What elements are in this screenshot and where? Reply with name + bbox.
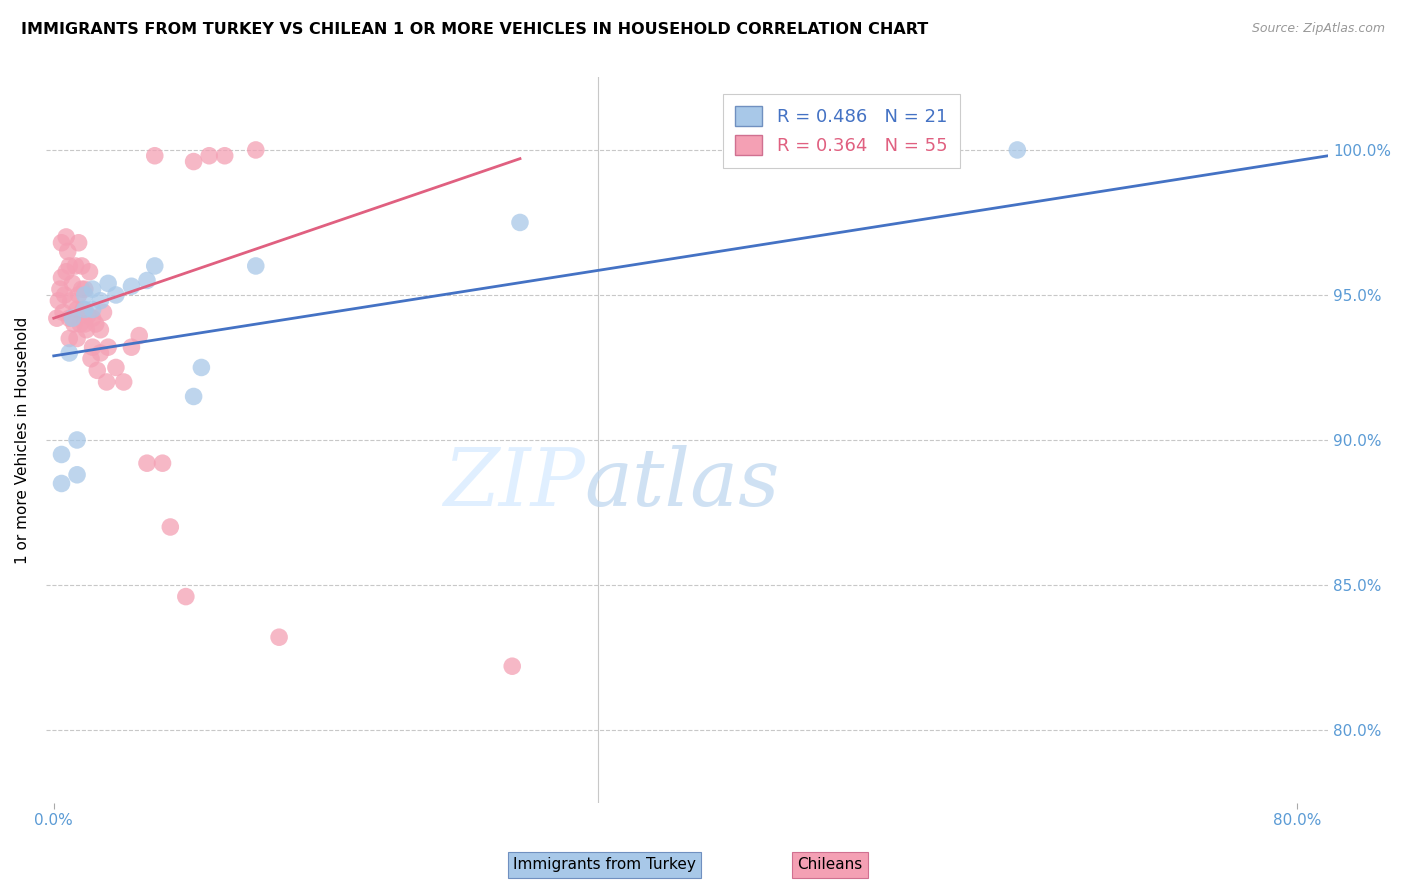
Point [66, 433, 89, 447]
Point [93, 305, 115, 319]
Point [97, 340, 120, 354]
Point [66, 331, 89, 345]
Point [84, 317, 107, 331]
Point [67, 235, 90, 250]
Point [59, 293, 82, 308]
Point [143, 149, 166, 163]
Point [45, 311, 67, 326]
Point [104, 288, 127, 302]
Point [128, 328, 150, 343]
Text: Source: ZipAtlas.com: Source: ZipAtlas.com [1251, 22, 1385, 36]
Point [152, 456, 174, 470]
Point [70, 282, 93, 296]
Text: atlas: atlas [585, 445, 780, 522]
Point [58, 311, 80, 326]
Point [82, 340, 104, 354]
Point [214, 149, 236, 163]
Y-axis label: 1 or more Vehicles in Household: 1 or more Vehicles in Household [15, 317, 30, 564]
Point [190, 360, 212, 375]
Point [73, 317, 96, 331]
Point [67, 288, 90, 302]
Point [51, 270, 73, 285]
Point [58, 259, 80, 273]
Point [112, 375, 135, 389]
Point [55, 265, 77, 279]
Point [82, 282, 104, 296]
Text: Immigrants from Turkey: Immigrants from Turkey [513, 857, 696, 872]
Point [73, 282, 96, 296]
Point [143, 259, 166, 273]
Point [69, 317, 91, 331]
Point [501, 659, 523, 673]
Point [66, 302, 89, 317]
Point [58, 331, 80, 345]
Legend: R = 0.486   N = 21, R = 0.364   N = 55: R = 0.486 N = 21, R = 0.364 N = 55 [723, 94, 960, 168]
Point [183, 389, 205, 403]
Point [136, 273, 159, 287]
Point [73, 302, 96, 317]
Point [198, 149, 221, 163]
Point [58, 346, 80, 360]
Point [245, 259, 267, 273]
Point [63, 317, 86, 331]
Point [65, 259, 87, 273]
Point [51, 476, 73, 491]
Point [60, 311, 83, 326]
Point [1007, 143, 1029, 157]
Point [136, 456, 159, 470]
Point [159, 520, 181, 534]
Point [89, 293, 111, 308]
Point [120, 340, 142, 354]
Point [82, 311, 104, 326]
Point [97, 277, 120, 291]
Point [89, 323, 111, 337]
Point [75, 323, 97, 337]
Text: ZIP: ZIP [443, 445, 585, 522]
Point [48, 293, 70, 308]
Point [51, 235, 73, 250]
Point [56, 244, 79, 259]
Text: Chileans: Chileans [797, 857, 862, 872]
Point [509, 215, 531, 229]
Point [269, 630, 291, 644]
Point [120, 279, 142, 293]
Point [70, 259, 93, 273]
Text: IMMIGRANTS FROM TURKEY VS CHILEAN 1 OR MORE VEHICLES IN HOUSEHOLD CORRELATION CH: IMMIGRANTS FROM TURKEY VS CHILEAN 1 OR M… [21, 22, 928, 37]
Point [66, 467, 89, 482]
Point [80, 351, 103, 366]
Point [96, 375, 118, 389]
Point [52, 305, 75, 319]
Point [55, 230, 77, 244]
Point [53, 288, 76, 302]
Point [89, 346, 111, 360]
Point [183, 154, 205, 169]
Point [174, 590, 197, 604]
Point [77, 308, 100, 322]
Point [49, 282, 72, 296]
Point [79, 265, 101, 279]
Point [82, 302, 104, 317]
Point [245, 143, 267, 157]
Point [104, 360, 127, 375]
Point [86, 363, 108, 377]
Point [73, 288, 96, 302]
Point [51, 448, 73, 462]
Point [72, 302, 94, 317]
Point [60, 277, 83, 291]
